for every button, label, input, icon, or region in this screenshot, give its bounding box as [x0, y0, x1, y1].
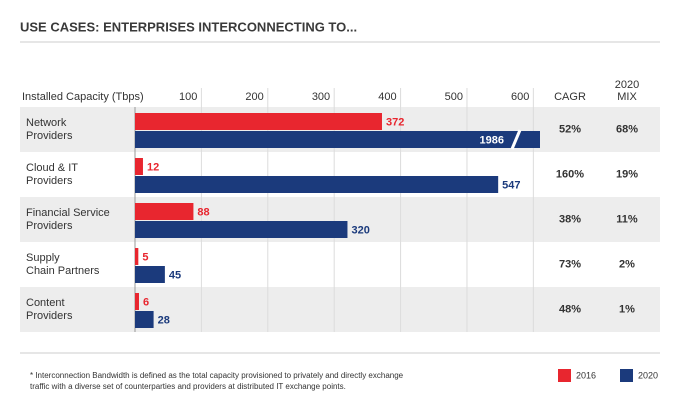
- value-label: 547: [502, 179, 520, 191]
- column-cell: 38%: [559, 213, 581, 225]
- legend-swatch: [558, 369, 571, 382]
- x-tick-label: 300: [312, 91, 330, 103]
- legend-swatch: [620, 369, 633, 382]
- x-axis-label: Installed Capacity (Tbps): [22, 91, 144, 103]
- column-cell: 19%: [616, 168, 638, 180]
- column-header: MIX: [617, 91, 637, 103]
- x-tick-label: 200: [245, 91, 263, 103]
- category-label: Network: [26, 117, 67, 129]
- bar: [135, 158, 143, 175]
- column-cell: 73%: [559, 258, 581, 270]
- category-label: Providers: [26, 310, 73, 322]
- legend-label: 2016: [576, 370, 596, 380]
- bar: [135, 266, 165, 283]
- category-label: Providers: [26, 220, 73, 232]
- column-cell: 48%: [559, 303, 581, 315]
- x-tick-label: 400: [378, 91, 396, 103]
- bar: [135, 293, 139, 310]
- value-label: 12: [147, 161, 159, 173]
- chart-title: USE CASES: ENTERPRISES INTERCONNECTING T…: [20, 19, 357, 34]
- column-header: CAGR: [554, 91, 586, 103]
- column-cell: 52%: [559, 123, 581, 135]
- bar: [135, 131, 540, 148]
- bar: [135, 221, 348, 238]
- category-label: Cloud & IT: [26, 162, 78, 174]
- row-band: [20, 287, 660, 332]
- value-label: 28: [158, 314, 170, 326]
- column-header: 2020: [615, 79, 639, 91]
- bar: [135, 248, 139, 265]
- column-cell: 68%: [616, 123, 638, 135]
- value-label: 88: [197, 206, 209, 218]
- value-label: 45: [169, 269, 181, 281]
- x-tick-label: 100: [179, 91, 197, 103]
- category-label: Content: [26, 297, 65, 309]
- footnote: traffic with a diverse set of counterpar…: [30, 382, 346, 391]
- column-cell: 2%: [619, 258, 635, 270]
- x-tick-label: 500: [445, 91, 463, 103]
- category-label: Chain Partners: [26, 265, 100, 277]
- category-label: Supply: [26, 252, 60, 264]
- bar: [135, 311, 154, 328]
- value-label: 320: [351, 224, 369, 236]
- category-label: Providers: [26, 175, 73, 187]
- value-label: 6: [143, 296, 149, 308]
- category-label: Financial Service: [26, 207, 110, 219]
- column-cell: 1%: [619, 303, 635, 315]
- column-cell: 160%: [556, 168, 584, 180]
- column-cell: 11%: [616, 213, 638, 225]
- axis-break: [510, 129, 522, 150]
- x-tick-label: 600: [511, 91, 529, 103]
- category-label: Providers: [26, 130, 73, 142]
- footnote: * Interconnection Bandwidth is defined a…: [30, 371, 404, 380]
- value-label: 372: [386, 116, 404, 128]
- value-label: 1986: [480, 134, 504, 146]
- bar: [135, 176, 499, 193]
- bar: [135, 203, 194, 220]
- legend-label: 2020: [638, 370, 658, 380]
- bar: [135, 113, 382, 130]
- value-label: 5: [142, 251, 148, 263]
